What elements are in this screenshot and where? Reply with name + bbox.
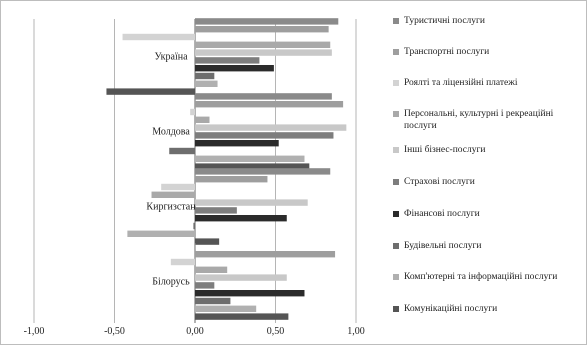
bar: [161, 183, 195, 191]
bar: [195, 282, 215, 289]
legend-swatch: [393, 306, 399, 312]
legend-item: Фінансові послуги: [393, 208, 583, 220]
bar: [195, 274, 287, 281]
bar: [195, 72, 215, 80]
bar: [195, 80, 218, 87]
legend-item: Будівельні послуги: [393, 240, 583, 252]
x-tick-label: 0,00: [186, 326, 204, 337]
bar: [195, 297, 231, 305]
bar: [151, 191, 195, 198]
bar: [195, 199, 308, 206]
legend-item: Страхові послуги: [393, 176, 583, 188]
legend-label: Будівельні послуги: [404, 241, 482, 251]
bar: [195, 207, 237, 214]
legend-swatch: [393, 243, 399, 249]
bar: [195, 41, 331, 48]
bar: [195, 243, 196, 250]
legend-item: Туристичні послуги: [393, 15, 583, 27]
legend-label: Фінансові послуги: [404, 209, 480, 219]
bar: [195, 238, 220, 245]
legend-swatch: [393, 274, 399, 280]
bar: [195, 176, 268, 183]
bar: [195, 305, 257, 312]
category-label: Білорусь: [152, 277, 190, 288]
bar: [195, 140, 279, 147]
bar: [169, 147, 195, 155]
category-label: Киргизстан: [146, 202, 196, 213]
bar: [127, 230, 195, 237]
x-tick-label: -0,50: [104, 326, 125, 337]
legend-item: Комп'ютерні та інформаційні послуги: [393, 271, 583, 283]
legend-swatch: [393, 80, 399, 86]
legend-swatch: [393, 111, 399, 117]
legend-swatch: [393, 18, 399, 24]
legend-label: Інші бізнес-послуги: [404, 145, 486, 155]
bar: [195, 251, 336, 258]
category-label: Молдова: [152, 127, 190, 138]
bar: [195, 313, 289, 320]
legend-swatch: [393, 179, 399, 185]
legend-label: Комунікаційні послуги: [404, 304, 498, 314]
legend-swatch: [393, 49, 399, 55]
bar: [195, 155, 305, 162]
bar: [195, 101, 344, 108]
bar: [195, 168, 331, 175]
bar: [195, 215, 287, 222]
legend-item: Роялті та ліцензійні платежі: [393, 77, 583, 89]
legend-label: Комп'ютерні та інформаційні послуги: [404, 272, 558, 282]
bar: [122, 33, 195, 41]
bar: [190, 108, 195, 116]
bar: [195, 132, 334, 139]
category-label: Україна: [154, 52, 188, 63]
legend-label: Роялті та ліцензійні платежі: [404, 78, 518, 88]
bar: [195, 266, 228, 273]
bar: [170, 258, 195, 266]
bar: [106, 88, 195, 95]
bar: [195, 26, 329, 33]
x-tick-label: 0,50: [267, 326, 285, 337]
legend-item: Комунікаційні послуги: [393, 303, 583, 315]
bar: [195, 49, 332, 56]
bar: [195, 290, 305, 297]
bar: [195, 18, 339, 25]
legend-item: Інші бізнес-послуги: [393, 144, 583, 156]
bar: [195, 124, 347, 131]
legend-swatch: [393, 147, 399, 153]
x-tick-label: -1,00: [24, 326, 45, 337]
legend-item: Персональні, культурні і рекреаційні пос…: [393, 108, 583, 132]
legend-item: Транспортні послуги: [393, 46, 583, 58]
bar: [195, 65, 274, 72]
bar: [195, 93, 332, 100]
legend-label: Транспортні послуги: [404, 47, 490, 57]
legend-label: Туристичні послуги: [404, 16, 486, 26]
legend-swatch: [393, 211, 399, 217]
bar: [195, 163, 310, 170]
bar: [195, 57, 260, 64]
bar: [193, 222, 195, 230]
x-tick-label: 1,00: [347, 326, 365, 337]
bar: [195, 116, 210, 123]
legend-label: Персональні, культурні і рекреаційні пос…: [404, 109, 554, 131]
legend-label: Страхові послуги: [404, 177, 475, 187]
